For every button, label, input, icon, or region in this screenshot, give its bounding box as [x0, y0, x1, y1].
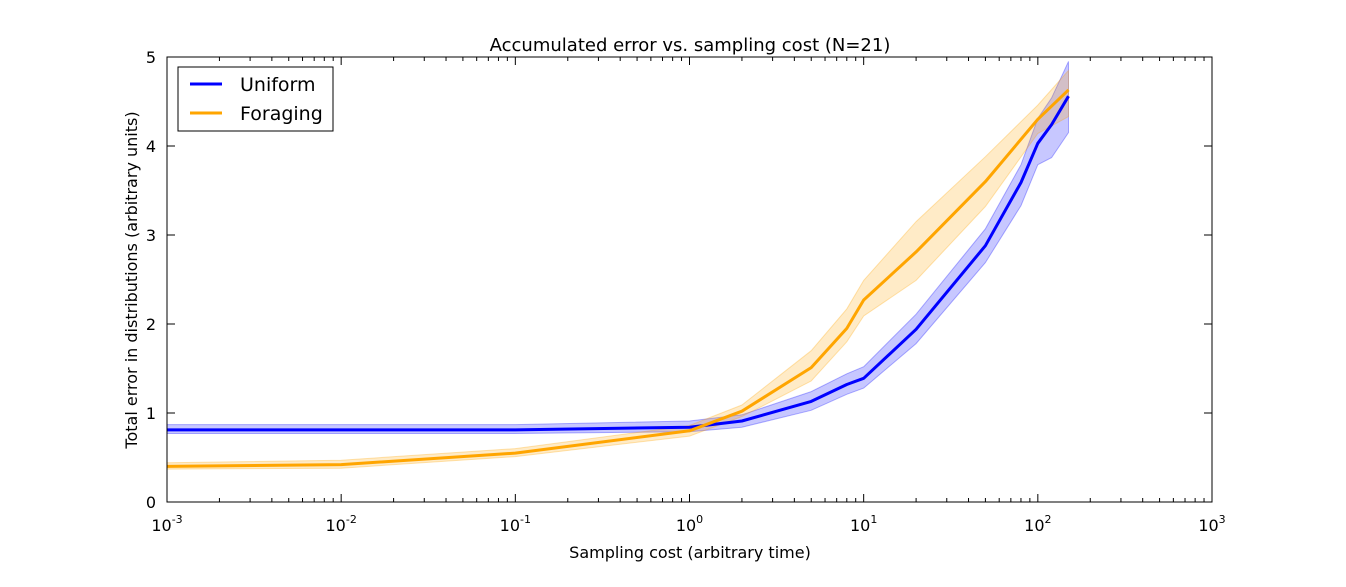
y-tick-label: 2 — [146, 315, 156, 334]
band-foraging — [166, 69, 1069, 470]
y-tick-label: 3 — [146, 226, 156, 245]
x-tick-labels: 10-3 10-2 10-1 100 101 102 103 — [151, 513, 1225, 535]
points-foraging — [166, 89, 1069, 467]
legend-box — [177, 66, 334, 132]
points-uniform — [166, 96, 1069, 430]
confidence-bands — [166, 61, 1069, 470]
x-tick-label: 10-2 — [326, 513, 357, 535]
line-foraging — [166, 88, 1070, 468]
y-axis-label: Total error in distributions (arbitrary … — [122, 111, 141, 449]
y-tick-label: 1 — [146, 404, 156, 423]
y-tick-label: 0 — [146, 493, 156, 512]
legend: Uniform Foraging — [177, 66, 334, 132]
band-uniform — [166, 61, 1069, 434]
x-tick-label: 103 — [1198, 513, 1225, 535]
axis-ticks — [166, 56, 1213, 503]
legend-label-foraging: Foraging — [240, 103, 323, 125]
line-uniform — [167, 95, 1070, 432]
y-tick-label: 4 — [146, 137, 156, 156]
x-tick-label: 101 — [850, 513, 877, 535]
x-axis-label: Sampling cost (arbitrary time) — [569, 543, 811, 562]
x-tick-label: 10-3 — [151, 513, 182, 535]
y-tick-labels: 0 1 2 3 4 5 — [146, 48, 156, 512]
series-lines — [166, 88, 1070, 468]
x-tick-label: 100 — [676, 513, 703, 535]
legend-label-uniform: Uniform — [240, 74, 316, 96]
chart-title: Accumulated error vs. sampling cost (N=2… — [490, 35, 891, 56]
y-tick-label: 5 — [146, 48, 156, 67]
x-tick-label: 10-1 — [500, 513, 531, 535]
x-tick-label: 102 — [1024, 513, 1051, 535]
